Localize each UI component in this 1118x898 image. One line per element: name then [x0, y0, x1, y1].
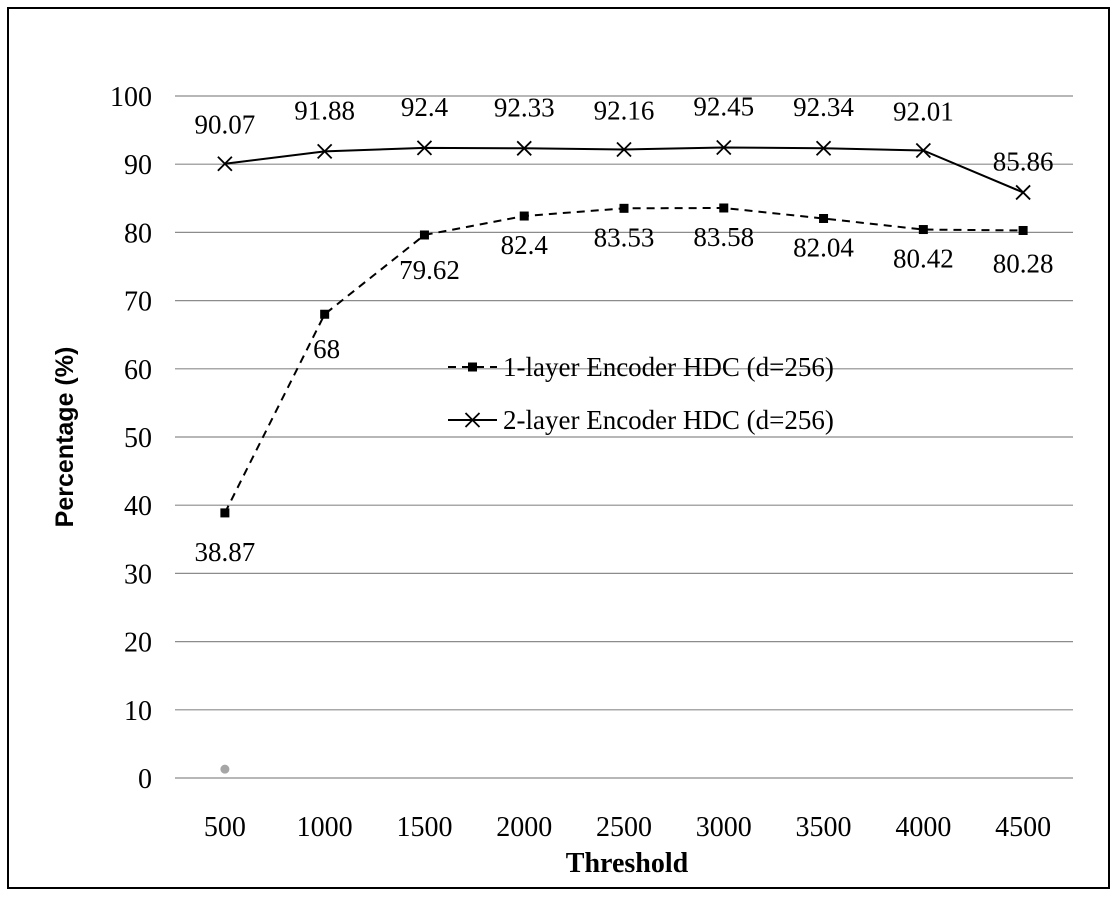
- extra-data-point: [220, 764, 230, 774]
- x-tick-label: 500: [204, 812, 246, 843]
- data-point-x: [1015, 184, 1031, 201]
- x-tick-label: 3000: [696, 812, 752, 843]
- data-point-x: [616, 141, 632, 158]
- y-tick-label: 0: [138, 764, 152, 795]
- x-tick-label: 3500: [796, 812, 852, 843]
- data-label: 83.53: [594, 222, 655, 252]
- legend-label: 1-layer Encoder HDC (d=256): [503, 352, 834, 382]
- legend-entry-2: 2-layer Encoder HDC (d=256): [448, 405, 834, 435]
- y-tick-label: 90: [124, 150, 152, 181]
- gridlines: [175, 95, 1073, 779]
- data-point-square: [719, 203, 729, 213]
- data-point-square: [819, 213, 829, 223]
- data-label: 68: [313, 334, 340, 364]
- data-label: 79.62: [399, 255, 460, 285]
- data-labels: 38.87 68 79.62 82.4 83.53 83.58 82.04 80.42 80.2…: [195, 91, 1054, 566]
- y-tick-label: 10: [124, 696, 152, 727]
- data-point-x: [815, 140, 832, 156]
- y-axis-title: Percentage (%): [51, 347, 79, 528]
- legend: 1-layer Encoder HDC (d=256) 2-layer Encod…: [448, 352, 834, 435]
- x-tick-label: 2000: [496, 812, 552, 843]
- legend-label: 2-layer Encoder HDC (d=256): [503, 405, 834, 435]
- x-axis-ticks: 500 1000 1500 2000 2500 3000 3500 4000 4500: [204, 812, 1051, 843]
- data-label: 92.34: [793, 92, 854, 122]
- data-label: 92.45: [693, 91, 754, 121]
- data-point-x: [317, 143, 333, 160]
- data-point-square: [519, 211, 529, 221]
- y-tick-label: 60: [124, 355, 152, 386]
- data-label: 91.88: [294, 95, 355, 125]
- legend-marker-square: [468, 362, 477, 372]
- data-point-square: [1018, 225, 1028, 235]
- x-axis-title: Threshold: [566, 848, 689, 879]
- x-tick-label: 1000: [297, 812, 353, 843]
- x-tick-label: 4000: [895, 812, 951, 843]
- y-tick-label: 100: [110, 82, 152, 113]
- data-point-x: [217, 156, 233, 172]
- series-layer: [217, 139, 1031, 774]
- legend-marker-x: [464, 412, 481, 428]
- chart-border: [7, 7, 1110, 889]
- y-tick-label: 40: [124, 491, 152, 522]
- data-point-square: [918, 225, 928, 235]
- x-tick-label: 4500: [995, 812, 1051, 843]
- data-label: 80.28: [993, 248, 1054, 278]
- data-label: 82.04: [793, 232, 854, 262]
- y-tick-label: 20: [124, 628, 152, 659]
- data-point-x: [416, 140, 433, 156]
- data-label: 92.16: [594, 95, 655, 125]
- data-point-square: [419, 230, 429, 240]
- data-label: 92.01: [893, 96, 954, 126]
- data-label: 38.87: [195, 537, 256, 567]
- data-label: 92.4: [401, 92, 449, 122]
- data-label: 85.86: [993, 146, 1054, 176]
- y-tick-label: 30: [124, 559, 152, 590]
- legend-entry-1: 1-layer Encoder HDC (d=256): [448, 352, 834, 382]
- data-label: 82.4: [501, 230, 549, 260]
- data-point-square: [320, 309, 330, 319]
- y-tick-label: 50: [124, 423, 152, 454]
- x-tick-label: 2500: [596, 812, 652, 843]
- y-tick-label: 70: [124, 287, 152, 318]
- data-point-x: [516, 140, 532, 156]
- data-label: 90.07: [195, 110, 256, 140]
- y-tick-label: 80: [124, 218, 152, 249]
- data-point-square: [619, 203, 629, 213]
- data-label: 80.42: [893, 244, 954, 274]
- x-tick-label: 1500: [396, 812, 452, 843]
- data-point-x: [716, 139, 732, 156]
- y-axis-ticks: 0 10 20 30 40 50 60 70 80 90 100: [110, 82, 152, 795]
- data-point-x: [915, 142, 931, 159]
- data-label: 92.33: [494, 92, 555, 122]
- data-point-square: [220, 508, 230, 518]
- data-label: 83.58: [693, 222, 754, 252]
